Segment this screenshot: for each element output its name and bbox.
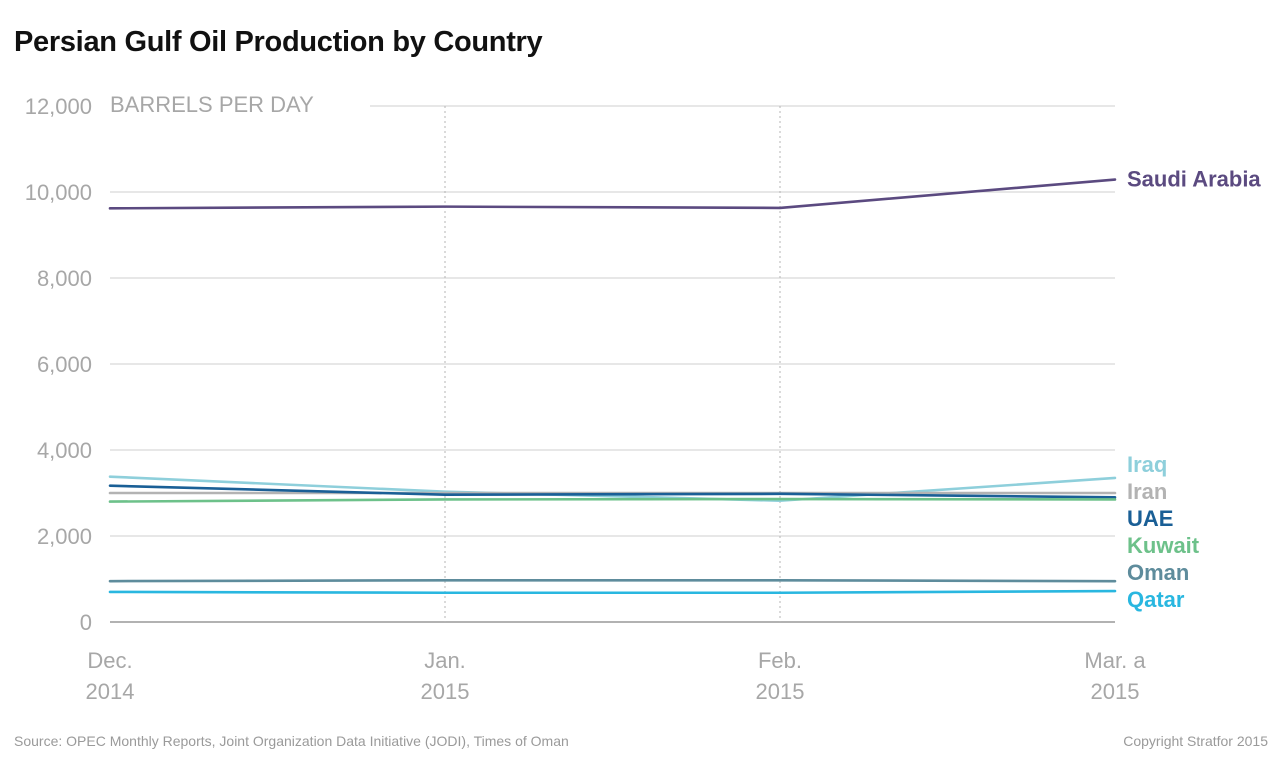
y-tick-label: 10,000 xyxy=(25,180,92,205)
x-tick-label-year: 2015 xyxy=(756,679,805,704)
series-label-kuwait: Kuwait xyxy=(1127,533,1200,558)
y-tick-label: 12,000 xyxy=(25,94,92,119)
series-label-iran: Iran xyxy=(1127,479,1167,504)
y-tick-label: 6,000 xyxy=(37,352,92,377)
grid-layer xyxy=(110,105,1115,623)
x-tick-label-month: Mar. a xyxy=(1084,648,1146,673)
series-line-kuwait xyxy=(108,497,1117,503)
series-label-iraq: Iraq xyxy=(1127,452,1167,477)
series-line-oman xyxy=(108,578,1117,583)
x-tick-labels: Dec. 2014 Jan. 2015 Feb. 2015 Mar. a 2015 xyxy=(86,648,1147,704)
y-tick-label: 2,000 xyxy=(37,524,92,549)
x-tick-label-year: 2015 xyxy=(1091,679,1140,704)
y-tick-label: 0 xyxy=(80,610,92,635)
series-lines xyxy=(108,178,1117,595)
x-tick-label-month: Feb. xyxy=(758,648,802,673)
x-tick-label-month: Dec. xyxy=(87,648,132,673)
y-tick-labels: 0 2,000 4,000 6,000 8,000 10,000 12,000 xyxy=(25,94,92,635)
series-line-uae xyxy=(108,484,1117,499)
series-label-oman: Oman xyxy=(1127,560,1189,585)
series-label-uae: UAE xyxy=(1127,506,1173,531)
y-tick-label: 4,000 xyxy=(37,438,92,463)
series-label-qatar: Qatar xyxy=(1127,587,1185,612)
x-tick-label-year: 2015 xyxy=(421,679,470,704)
x-tick-label-year: 2014 xyxy=(86,679,135,704)
y-tick-label: 8,000 xyxy=(37,266,92,291)
series-line-saudi-arabia xyxy=(108,178,1117,210)
chart-title: Persian Gulf Oil Production by Country xyxy=(14,26,543,58)
x-tick-label-month: Jan. xyxy=(424,648,466,673)
source-note: Source: OPEC Monthly Reports, Joint Orga… xyxy=(14,733,569,749)
series-line-qatar xyxy=(108,589,1117,595)
series-line-iraq xyxy=(108,475,1117,503)
series-label-saudi-arabia: Saudi Arabia xyxy=(1127,167,1261,192)
copyright-note: Copyright Stratfor 2015 xyxy=(1123,733,1268,749)
y-axis-label: BARRELS PER DAY xyxy=(110,92,314,117)
